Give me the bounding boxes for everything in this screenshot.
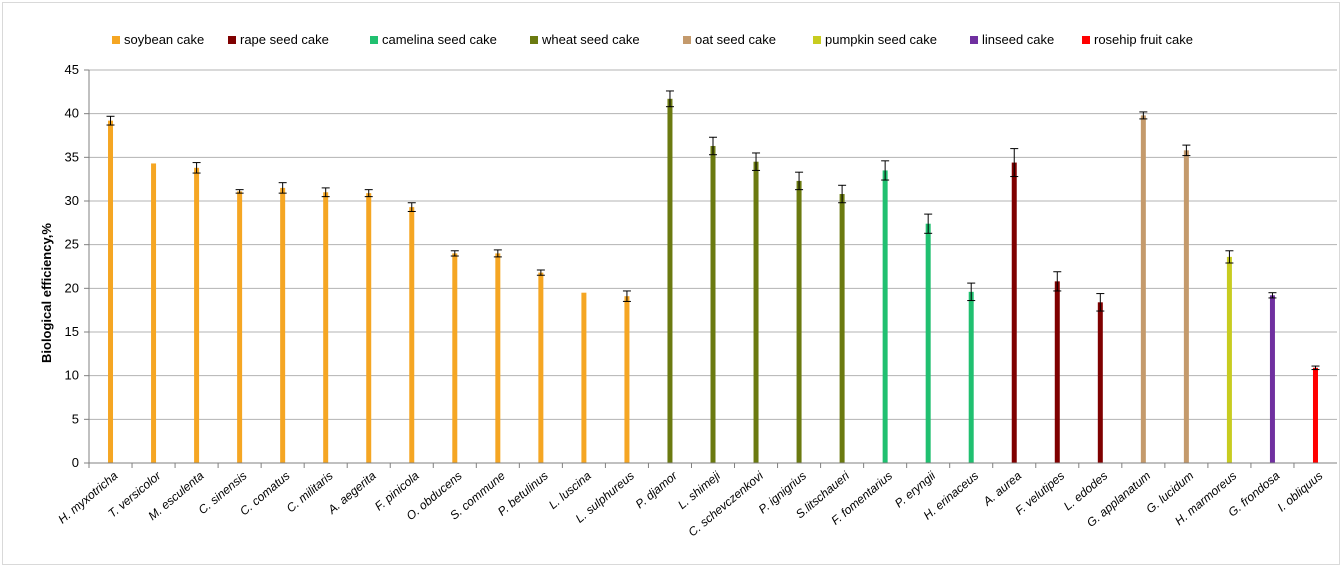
legend-label-rape-seed-cake: rape seed cake bbox=[240, 32, 329, 47]
bar-l-luscina bbox=[581, 292, 587, 463]
y-tick-label: 15 bbox=[65, 324, 79, 339]
x-tick-label: I. obliquus bbox=[1275, 469, 1326, 515]
legend-label-pumpkin-seed-cake: pumpkin seed cake bbox=[825, 32, 937, 47]
bar-p-betulinus bbox=[538, 272, 544, 463]
bar-chart: soybean cake rape seed cake camelina seed … bbox=[39, 32, 1337, 539]
legend-swatch-soybean-cake bbox=[112, 36, 120, 44]
bar-l-sulphureus bbox=[624, 296, 630, 463]
bar-f-fomentarius bbox=[882, 170, 888, 463]
y-axis: 0 5 10 15 20 25 30 35 40 45 bbox=[65, 62, 90, 470]
bar-p-djamor bbox=[667, 98, 673, 463]
legend-swatch-linseed-cake bbox=[970, 36, 978, 44]
legend-label-linseed-cake: linseed cake bbox=[982, 32, 1054, 47]
bar-s-litschaueri bbox=[839, 194, 845, 463]
y-tick-label: 30 bbox=[65, 193, 79, 208]
bar-p-eryngii bbox=[925, 223, 931, 463]
bar-t-versicolor bbox=[151, 163, 157, 464]
y-tick-label: 10 bbox=[65, 368, 79, 383]
bar-c-schevczenkovi bbox=[753, 161, 759, 463]
y-tick-label: 25 bbox=[65, 237, 79, 252]
bar-f-velutipes bbox=[1054, 281, 1060, 463]
legend-label-rosehip-fruit-cake: rosehip fruit cake bbox=[1094, 32, 1193, 47]
legend-label-camelina-seed-cake: camelina seed cake bbox=[382, 32, 497, 47]
bar-o-obducens bbox=[452, 253, 458, 463]
bar-a-aegerita bbox=[366, 193, 372, 463]
x-tick-label: P. djamor bbox=[633, 468, 681, 511]
legend-swatch-wheat-seed-cake bbox=[530, 36, 538, 44]
bar-i-obliquus bbox=[1312, 367, 1318, 463]
legend-swatch-oat-seed-cake bbox=[683, 36, 691, 44]
y-tick-label: 40 bbox=[65, 106, 79, 121]
legend-swatch-pumpkin-seed-cake bbox=[813, 36, 821, 44]
y-tick-label: 0 bbox=[72, 455, 79, 470]
bar-h-marmoreus bbox=[1226, 256, 1232, 463]
bar-f-pinicola bbox=[409, 207, 415, 463]
y-tick-label: 20 bbox=[65, 280, 79, 295]
bar-l-edodes bbox=[1097, 302, 1103, 463]
y-tick-label: 45 bbox=[65, 62, 79, 77]
bar-g-lucidum bbox=[1183, 150, 1189, 463]
bar-m-esculenta bbox=[194, 167, 200, 463]
bar-s-commune bbox=[495, 253, 501, 463]
bar-h-erinaceus bbox=[968, 291, 974, 463]
bars bbox=[106, 90, 1320, 464]
legend: soybean cake rape seed cake camelina seed … bbox=[112, 32, 1193, 47]
legend-swatch-camelina-seed-cake bbox=[370, 36, 378, 44]
bar-p-ignigrius bbox=[796, 180, 802, 463]
bar-c-militaris bbox=[323, 192, 329, 463]
y-tick-label: 35 bbox=[65, 149, 79, 164]
y-axis-label: Biological efficiency,% bbox=[39, 223, 54, 363]
bar-a-aurea bbox=[1011, 162, 1017, 463]
bar-h-myxotricha bbox=[108, 120, 114, 464]
x-tick-label: C. schevczenkovi bbox=[685, 468, 766, 539]
legend-label-wheat-seed-cake: wheat seed cake bbox=[541, 32, 640, 47]
bar-g-applanatum bbox=[1140, 115, 1146, 463]
legend-swatch-rape-seed-cake bbox=[228, 36, 236, 44]
bar-g-frondosa bbox=[1269, 295, 1275, 463]
legend-label-soybean-cake: soybean cake bbox=[124, 32, 204, 47]
bar-l-shimeji bbox=[710, 145, 716, 464]
legend-label-oat-seed-cake: oat seed cake bbox=[695, 32, 776, 47]
bar-c-sinensis bbox=[237, 191, 243, 464]
legend-swatch-rosehip-fruit-cake bbox=[1082, 36, 1090, 44]
y-tick-label: 5 bbox=[72, 411, 79, 426]
bar-c-comatus bbox=[280, 187, 286, 463]
